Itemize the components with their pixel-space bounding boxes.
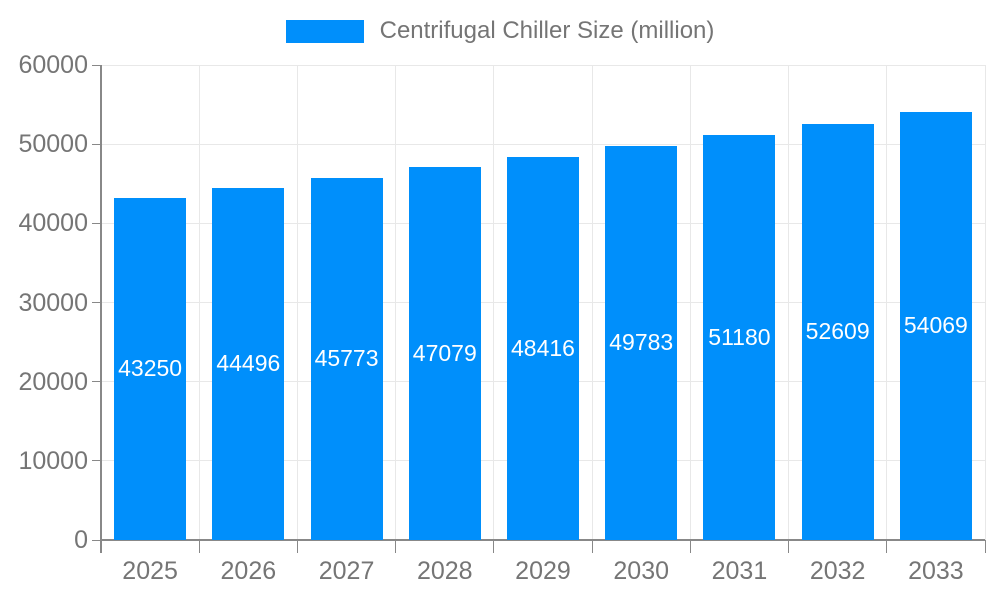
x-axis-tick-label: 2026 bbox=[220, 557, 277, 585]
y-axis-tick-label: 60000 bbox=[18, 51, 88, 79]
y-axis-tick-label: 30000 bbox=[18, 288, 88, 317]
x-axis-tick bbox=[788, 540, 790, 553]
y-axis-tick-label: 40000 bbox=[18, 209, 88, 238]
x-gridline bbox=[395, 65, 397, 540]
bar-2026[interactable]: 44496 bbox=[212, 187, 285, 540]
bar-2028[interactable]: 47079 bbox=[408, 167, 481, 540]
y-axis-tick-label: 20000 bbox=[18, 367, 88, 396]
y-axis-tick bbox=[92, 64, 101, 66]
x-axis-tick-label: 2029 bbox=[515, 557, 571, 585]
x-axis-tick-label: 2027 bbox=[318, 557, 375, 585]
y-axis-tick bbox=[92, 302, 101, 303]
bar-value-label: 48416 bbox=[511, 334, 575, 361]
x-axis-tick bbox=[886, 540, 888, 553]
x-gridline bbox=[886, 65, 888, 540]
y-gridline bbox=[101, 143, 985, 145]
y-axis-line bbox=[100, 65, 102, 553]
x-gridline bbox=[198, 65, 200, 540]
x-axis-tick-label: 2025 bbox=[122, 557, 178, 585]
x-gridline bbox=[296, 65, 298, 540]
x-gridline bbox=[591, 65, 593, 540]
x-axis-tick bbox=[493, 540, 495, 553]
x-axis-tick-label: 2031 bbox=[711, 557, 768, 585]
y-axis-tick bbox=[92, 460, 101, 462]
legend-label: Centrifugal Chiller Size (million) bbox=[379, 17, 715, 44]
x-axis-tick-label: 2030 bbox=[613, 557, 670, 585]
bar-2033[interactable]: 54069 bbox=[899, 111, 972, 540]
x-axis-tick bbox=[395, 540, 397, 553]
bar-2027[interactable]: 45773 bbox=[310, 177, 383, 540]
y-axis-tick bbox=[92, 539, 101, 541]
bar-value-label: 54069 bbox=[903, 312, 968, 339]
y-axis-tick-label: 10000 bbox=[18, 446, 88, 475]
bar-2031[interactable]: 51180 bbox=[703, 134, 776, 540]
y-axis-tick bbox=[92, 222, 101, 224]
x-axis-tick-label: 2028 bbox=[416, 557, 473, 585]
y-gridline bbox=[101, 64, 985, 66]
bar-2030[interactable]: 49783 bbox=[605, 145, 678, 540]
x-axis-tick-label: 2032 bbox=[809, 557, 866, 585]
bar-value-label: 45773 bbox=[314, 345, 379, 372]
y-axis-tick-label: 0 bbox=[74, 526, 88, 554]
legend[interactable]: Centrifugal Chiller Size (million) bbox=[0, 14, 1000, 48]
y-axis-tick bbox=[92, 143, 101, 145]
y-axis-tick-label: 50000 bbox=[18, 130, 88, 159]
legend-swatch bbox=[285, 19, 364, 43]
x-axis-tick bbox=[198, 540, 200, 553]
x-axis-tick bbox=[689, 540, 691, 553]
bar-value-label: 44496 bbox=[216, 350, 281, 377]
x-axis-line bbox=[101, 539, 985, 541]
bar-2029[interactable]: 48416 bbox=[507, 156, 579, 540]
x-gridline bbox=[493, 65, 495, 540]
x-axis-tick bbox=[984, 540, 986, 553]
bar-2025[interactable]: 43250 bbox=[114, 197, 187, 540]
bar-value-label: 49783 bbox=[609, 329, 674, 356]
x-gridline bbox=[788, 65, 790, 540]
x-axis-tick bbox=[296, 540, 298, 553]
y-axis-tick bbox=[92, 381, 101, 383]
bar-value-label: 51180 bbox=[708, 323, 771, 350]
bar-value-label: 43250 bbox=[118, 355, 183, 382]
bar-2032[interactable]: 52609 bbox=[801, 123, 874, 540]
x-gridline bbox=[984, 65, 986, 540]
x-axis-tick-label: 2033 bbox=[908, 557, 964, 585]
x-axis-tick bbox=[591, 540, 593, 553]
bar-value-label: 52609 bbox=[805, 318, 870, 345]
bar-value-label: 47079 bbox=[412, 340, 477, 367]
x-gridline bbox=[689, 65, 691, 540]
